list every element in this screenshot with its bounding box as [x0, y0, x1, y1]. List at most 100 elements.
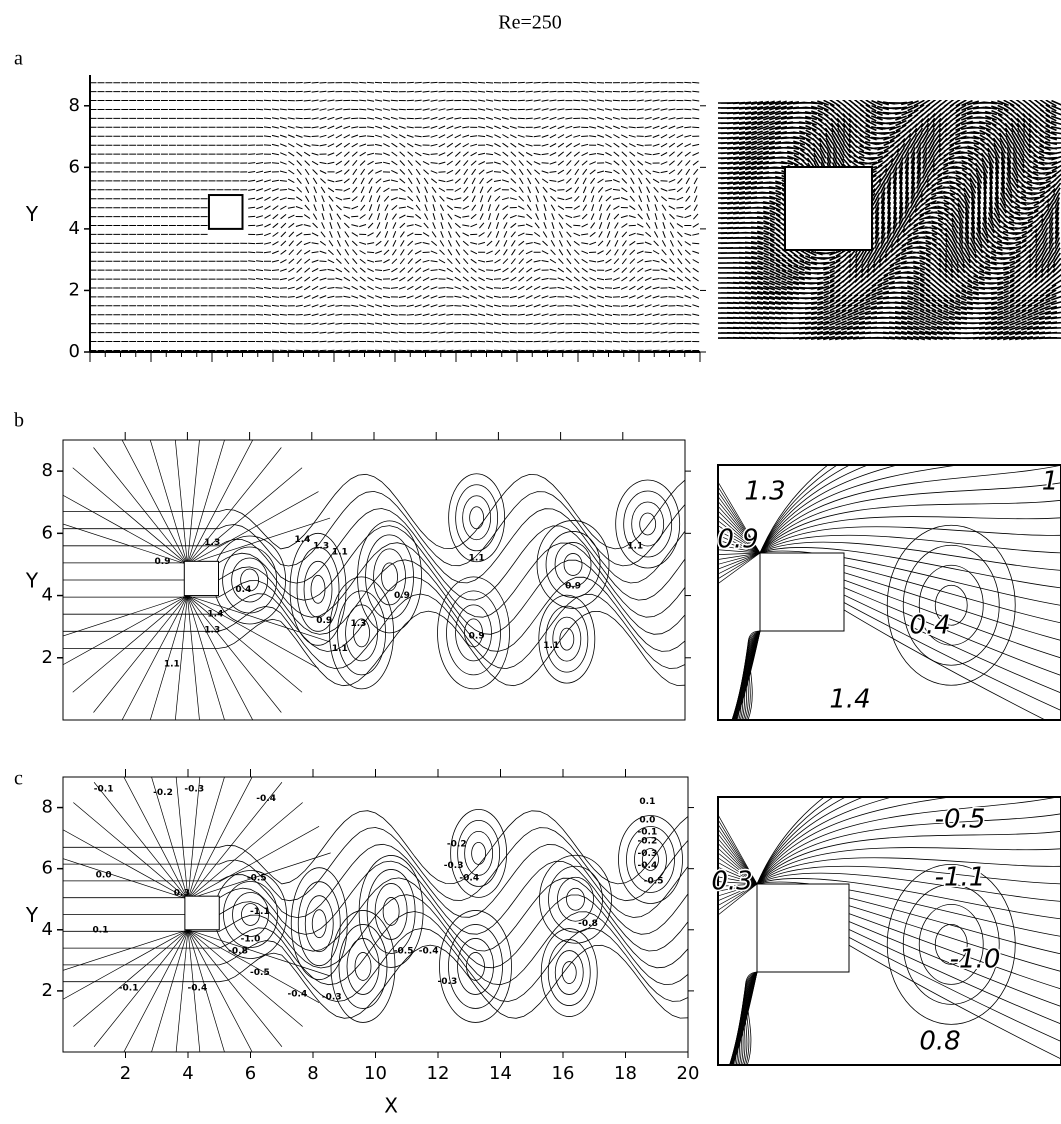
x-tick-label: 4	[182, 1063, 193, 1084]
x-axis-label: X	[384, 1094, 398, 1118]
contour-label: -0.4	[638, 861, 658, 871]
contour-line	[94, 930, 188, 1047]
contour-line	[214, 536, 286, 624]
contour-line	[63, 928, 688, 1001]
contour-label: -0.5	[247, 873, 267, 883]
contour-label: 1.1	[627, 541, 643, 551]
contour-line	[537, 520, 609, 608]
y-tick-label: 4	[69, 218, 80, 239]
contour-line	[63, 594, 685, 669]
contour-label: 1.1	[332, 548, 348, 558]
x-tick-label: 16	[552, 1063, 575, 1084]
contour-line	[187, 415, 201, 564]
contour-label: -0.3	[444, 861, 464, 871]
panel: aY02468	[14, 48, 1061, 362]
inset-contour	[760, 445, 1061, 553]
contour-line	[330, 577, 394, 689]
y-tick-label: 2	[42, 647, 53, 668]
contour-label: 1.3	[204, 538, 220, 548]
inset-contour	[708, 553, 760, 573]
contour-line	[187, 596, 201, 745]
y-tick-label: 6	[42, 858, 53, 879]
panel-label: b	[14, 410, 24, 432]
inset-contour	[757, 704, 1061, 884]
contour-label: 0.9	[155, 557, 171, 567]
contour-line	[632, 502, 664, 546]
contour-line	[304, 561, 332, 617]
contour-line	[118, 766, 188, 899]
inset-contour	[760, 499, 1061, 553]
contour-line	[539, 595, 595, 683]
contour-line	[616, 480, 680, 568]
inset-contour	[760, 481, 1061, 553]
x-tick-label: 20	[677, 1063, 700, 1084]
contour-line	[187, 596, 281, 713]
contour-label: 1.4	[207, 610, 223, 620]
contour-line	[188, 930, 202, 1079]
inset-contour-label: 1.3	[744, 477, 785, 507]
inset-contour	[757, 776, 1061, 884]
inset-contour	[708, 553, 760, 591]
y-tick-label: 2	[69, 279, 80, 300]
contour-label: 1.1	[164, 660, 180, 670]
inset-contour	[760, 463, 1061, 553]
velocity-vectors	[90, 82, 700, 350]
inset-contour	[903, 545, 999, 665]
contour-line	[312, 910, 326, 938]
contour-line	[548, 940, 590, 1006]
contour-label: 0.9	[469, 632, 485, 642]
contour-line	[63, 474, 685, 549]
y-axis-label: Y	[25, 202, 39, 226]
contour-label: 0.4	[235, 585, 251, 595]
contour-label: -0.2	[153, 788, 173, 798]
y-tick-label: 8	[42, 460, 53, 481]
contour-label: 1.3	[204, 625, 220, 635]
contour-line	[465, 831, 493, 875]
x-tick-label: 10	[364, 1063, 387, 1084]
contour-line	[305, 896, 333, 952]
inset-obstacle	[760, 553, 844, 631]
contour-label: 1.1	[469, 554, 485, 564]
contour-label: 0.9	[394, 591, 410, 601]
inset-contour	[708, 553, 760, 567]
contour-label: -0.3	[184, 785, 204, 795]
contour-line	[187, 468, 302, 565]
y-tick-label: 6	[42, 522, 53, 543]
inset-contour	[757, 858, 1061, 884]
contour-label: 0.1	[639, 797, 655, 807]
inset-contour	[757, 740, 1061, 884]
inset-contour	[757, 830, 1061, 884]
inset-contour	[760, 527, 1061, 553]
contour-label: -0.2	[638, 837, 658, 847]
contour-label: -0.5	[394, 947, 414, 957]
contour-label: -0.4	[188, 983, 208, 993]
contour-label: 1.1	[332, 644, 348, 654]
contour-line	[93, 596, 187, 713]
obstacle	[185, 896, 219, 930]
y-axis-label: Y	[25, 569, 39, 593]
contour-label: 0.0	[96, 870, 112, 880]
contour-line	[73, 468, 188, 565]
x-tick-label: 2	[120, 1063, 131, 1084]
inset-contour-label: 1	[1042, 467, 1059, 497]
y-tick-label: 2	[42, 980, 53, 1001]
inset-contour	[757, 866, 1061, 884]
inset-contour	[688, 631, 760, 760]
contour-line	[173, 415, 187, 564]
contour-line	[188, 802, 303, 899]
inset-contour-label: 1.4	[829, 685, 870, 715]
inset-vectors	[715, 99, 1061, 339]
contour-line	[187, 596, 302, 693]
panel-label: a	[14, 48, 23, 70]
contour-line	[187, 432, 257, 565]
contour-line	[640, 513, 656, 535]
panel-label: c	[14, 768, 23, 790]
contour-label: 0.9	[565, 582, 581, 592]
contour-label: 1.4	[294, 535, 310, 545]
inset-contour-label: 0.4	[909, 611, 950, 641]
inset-contour-label: -1.0	[950, 945, 1001, 975]
inset-contour	[760, 373, 1061, 553]
inset-contour-label: -0.5	[935, 805, 986, 835]
contour-line	[472, 842, 486, 864]
contour-line	[470, 507, 484, 529]
